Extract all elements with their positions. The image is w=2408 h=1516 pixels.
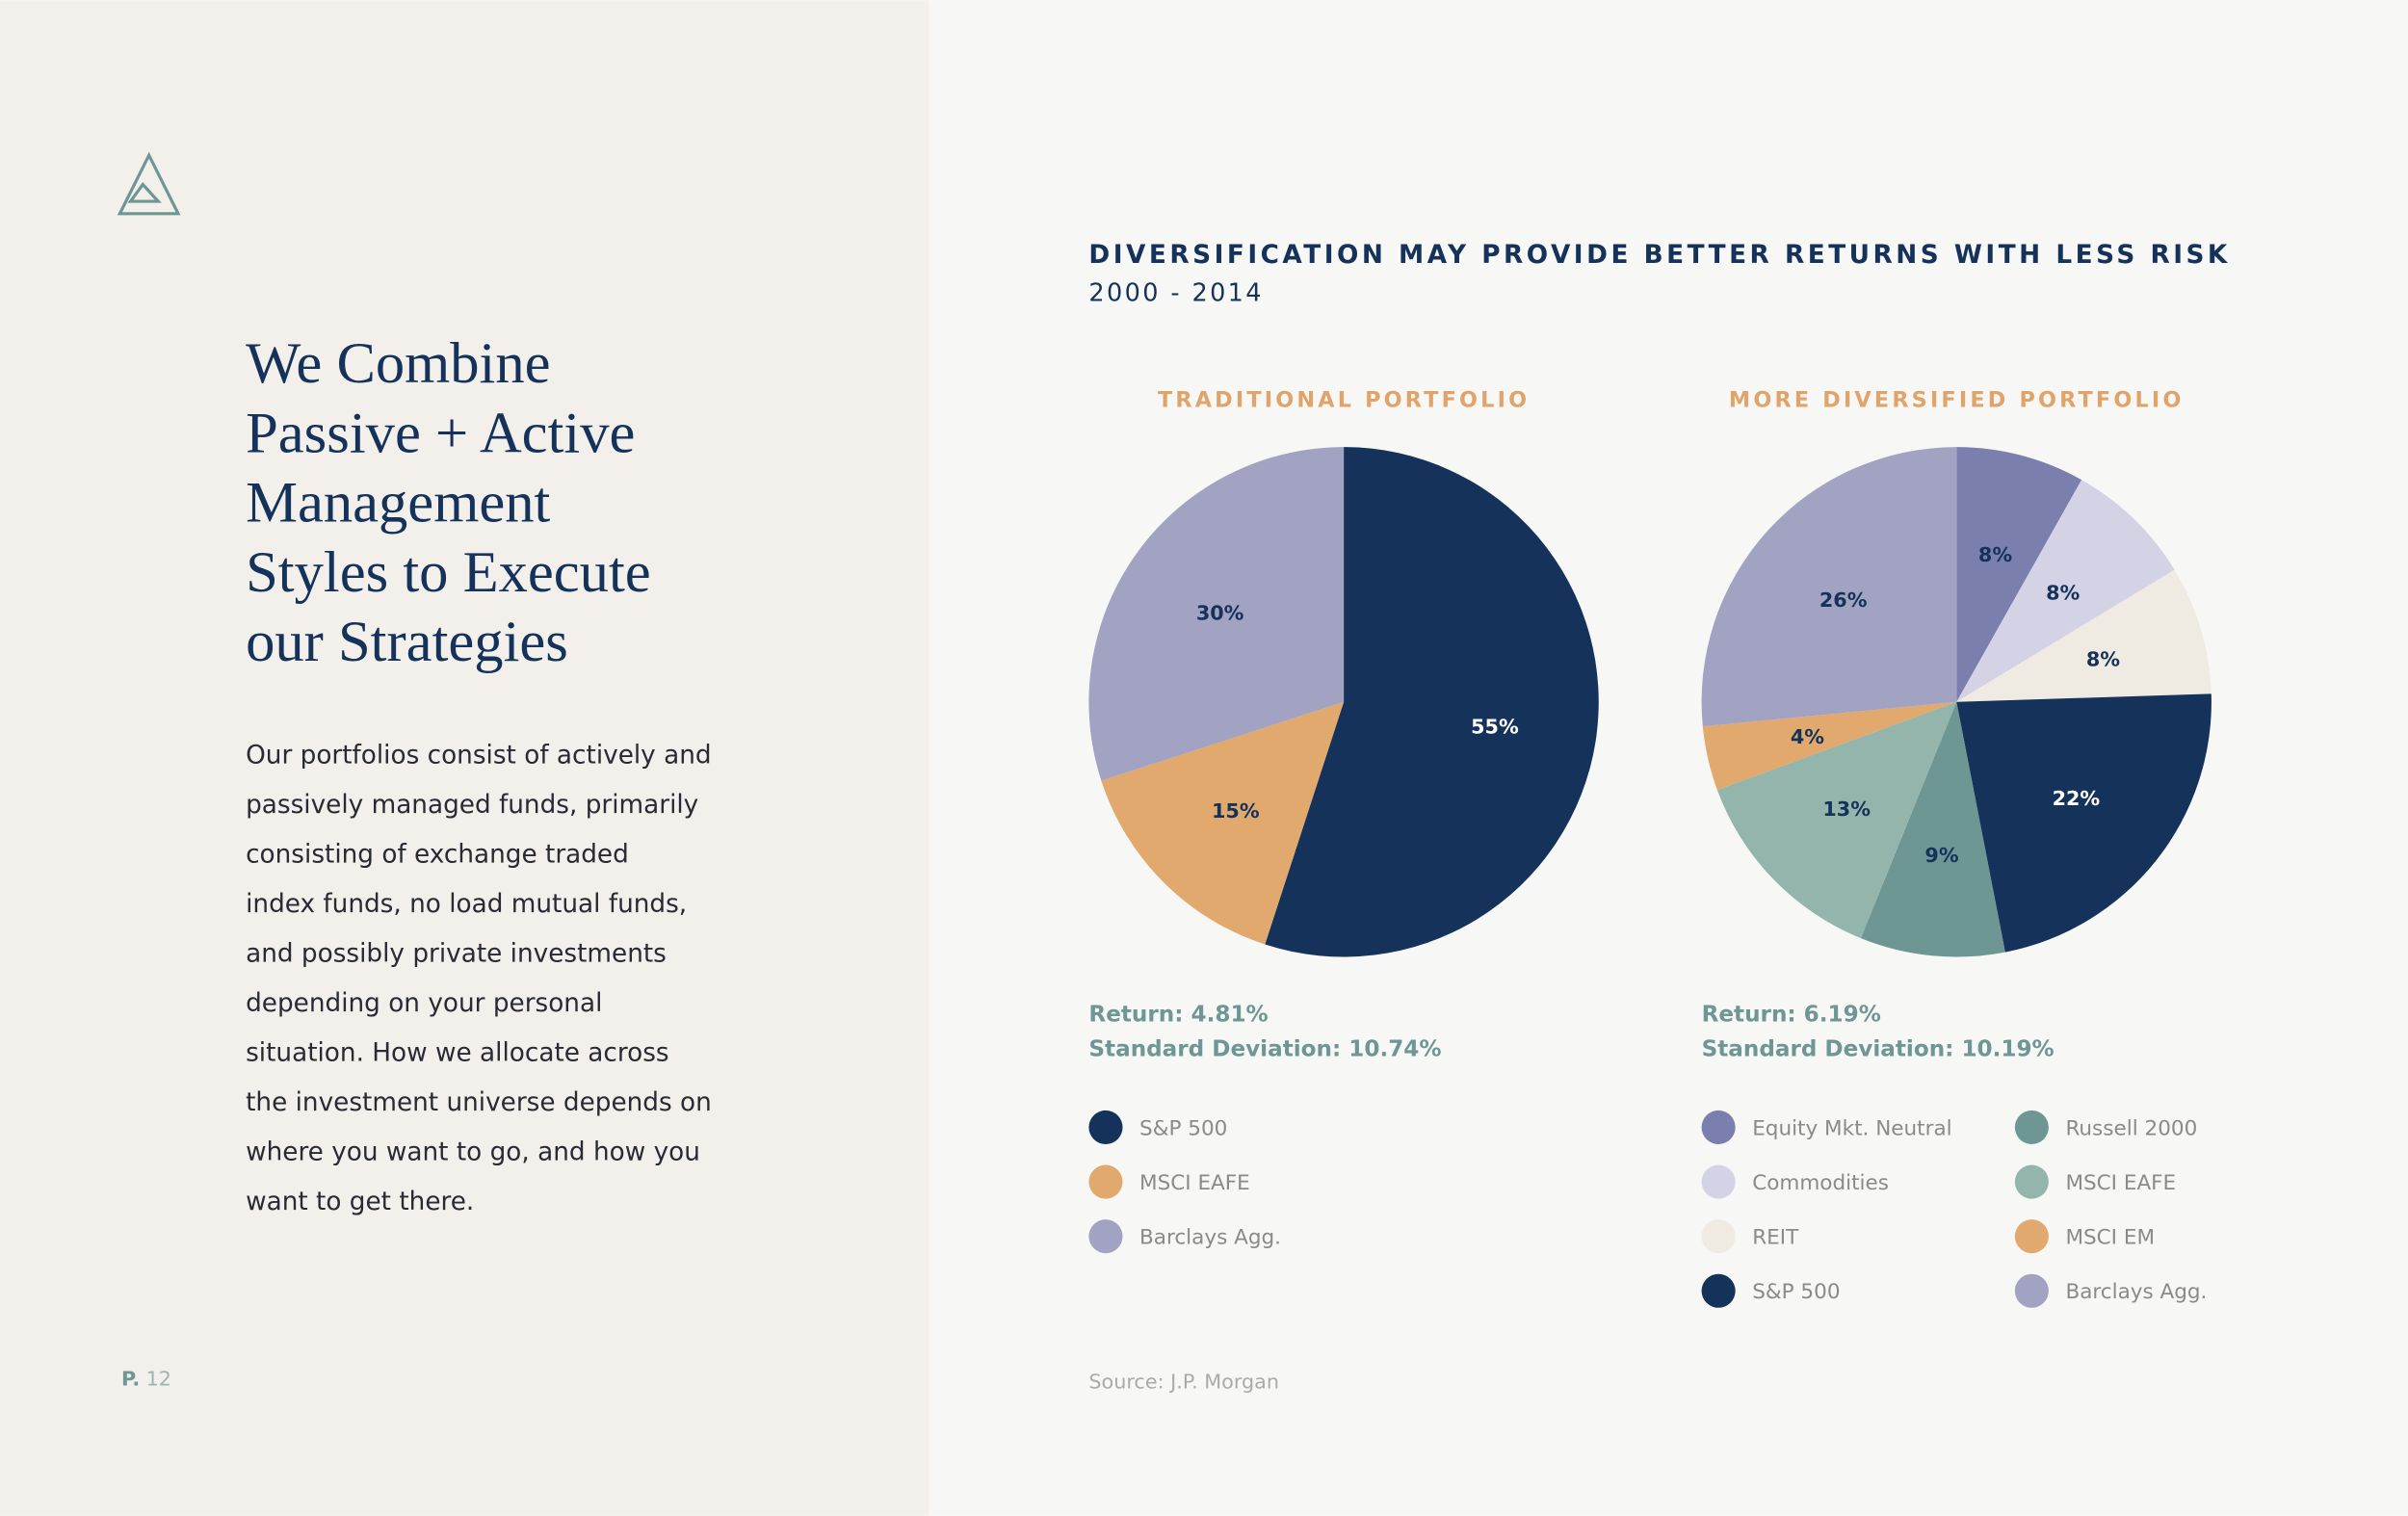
- legend-label: MSCI EAFE: [2065, 1171, 2176, 1195]
- page-number: P. 12: [121, 1367, 171, 1390]
- legend-label: Barclays Agg.: [2065, 1280, 2207, 1304]
- slice-label: 4%: [1791, 725, 1824, 748]
- pie-slice: [1956, 447, 2082, 702]
- legend-swatch: [2014, 1273, 2049, 1308]
- legend-label: Russell 2000: [2065, 1116, 2197, 1140]
- slice-label: 8%: [1978, 543, 2012, 566]
- page-prefix: P.: [121, 1367, 140, 1390]
- pie-slice: [1101, 701, 1345, 945]
- legend-label: MSCI EM: [2065, 1226, 2155, 1250]
- slice-label: 26%: [1819, 588, 1868, 612]
- heading-line: We Combine: [246, 331, 550, 396]
- body-line: passively managed funds, primarily: [246, 791, 698, 820]
- legend-swatch: [1701, 1273, 1736, 1308]
- pie-slice: [1956, 569, 2212, 702]
- source: Source: J.P. Morgan: [1088, 1370, 1279, 1393]
- legend-label: Commodities: [1752, 1171, 1889, 1195]
- slice-label: 9%: [1924, 844, 1958, 867]
- slice-label: 30%: [1196, 601, 1244, 624]
- slice-label: 8%: [2046, 582, 2080, 605]
- legend-swatch: [2014, 1110, 2049, 1144]
- page-num: 12: [146, 1367, 171, 1390]
- body-line: the investment universe depends on: [246, 1088, 712, 1117]
- body-line: consisting of exchange traded: [246, 841, 629, 870]
- legend-swatch: [1088, 1110, 1123, 1144]
- annotation: Return: 6.19%: [1702, 1002, 1881, 1027]
- annotation: Standard Deviation: 10.74%: [1088, 1036, 1441, 1061]
- legend-swatch: [2014, 1164, 2049, 1199]
- body-line: Our portfolios consist of actively and: [246, 742, 711, 771]
- legend-label: S&P 500: [1752, 1280, 1840, 1304]
- legend-label: Barclays Agg.: [1139, 1226, 1281, 1250]
- body-line: want to get there.: [246, 1188, 474, 1216]
- slice-label: 8%: [2086, 648, 2120, 671]
- pie-slice: [1956, 693, 2212, 953]
- chart-title: DIVERSIFICATION MAY PROVIDE BETTER RETUR…: [1088, 241, 2230, 270]
- annotation: Return: 4.81%: [1088, 1002, 1268, 1027]
- slice-label: 13%: [1822, 797, 1871, 821]
- heading-line: Management: [246, 471, 550, 536]
- body-line: and possibly private investments: [246, 940, 667, 969]
- chart-subtitle: 2000 - 2014: [1088, 279, 1264, 308]
- logo: [117, 151, 181, 216]
- legend-swatch: [1701, 1164, 1736, 1199]
- legend-label: S&P 500: [1139, 1116, 1227, 1140]
- pie-slice: [1860, 701, 2005, 957]
- slice-label: 15%: [1212, 799, 1260, 823]
- pie-slice: [1956, 480, 2175, 702]
- legend-label: MSCI EAFE: [1139, 1171, 1250, 1195]
- slice-label: 22%: [2053, 787, 2101, 810]
- legend-swatch: [1088, 1164, 1123, 1199]
- legend-label: REIT: [1752, 1226, 1799, 1250]
- legend-swatch: [1701, 1219, 1736, 1254]
- pie-title: TRADITIONAL PORTFOLIO: [1158, 388, 1530, 413]
- legend-swatch: [2014, 1219, 2049, 1254]
- body-line: situation. How we allocate across: [246, 1039, 669, 1068]
- slice-label: 55%: [1471, 716, 1519, 739]
- pie-title: MORE DIVERSIFIED PORTFOLIO: [1729, 388, 2185, 413]
- left-panel: [0, 0, 929, 1516]
- annotation: Standard Deviation: 10.19%: [1702, 1036, 2055, 1061]
- pie-slice: [1088, 447, 1345, 781]
- legend-swatch: [1088, 1219, 1123, 1254]
- legend-label: Equity Mkt. Neutral: [1752, 1116, 1951, 1140]
- body-line: where you want to go, and how you: [246, 1138, 700, 1167]
- heading-line: our Strategies: [246, 610, 568, 674]
- pie-slice: [1265, 447, 1599, 957]
- pie-slice: [1702, 701, 1957, 791]
- heading-line: Passive + Active: [246, 401, 635, 465]
- body-line: index funds, no load mutual funds,: [246, 890, 687, 919]
- legend-swatch: [1701, 1110, 1736, 1144]
- pie-slice: [1716, 701, 1957, 939]
- heading-line: Styles to Execute: [246, 540, 651, 605]
- pie-slice: [1701, 447, 1957, 727]
- body-line: depending on your personal: [246, 989, 602, 1018]
